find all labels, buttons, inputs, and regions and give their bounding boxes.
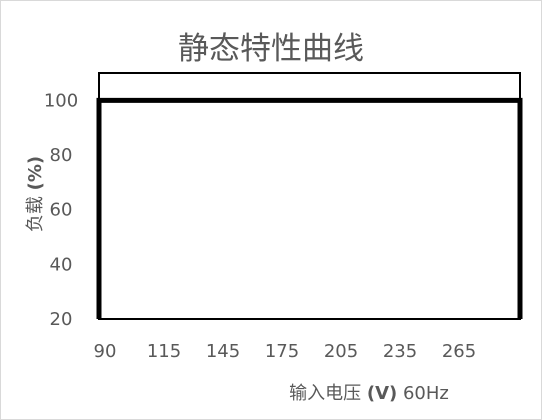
y-axis-title-prefix: 负载 <box>25 196 46 232</box>
x-tick-label-235: 235 <box>383 341 417 362</box>
x-tick-label-145: 145 <box>206 341 240 362</box>
x-tick-label-175: 175 <box>265 341 299 362</box>
x-axis-title-prefix: 输入电压 <box>289 383 361 404</box>
plot-area <box>98 72 521 320</box>
x-tick-label-205: 205 <box>324 341 358 362</box>
y-axis-title-unit: (%) <box>25 156 46 191</box>
series-layer <box>96 97 523 320</box>
y-tick-label-20: 20 <box>50 309 73 330</box>
y-tick-label-100: 100 <box>44 90 78 111</box>
x-axis-title-unit: (V) <box>367 383 397 404</box>
x-tick-labels: 90 115 145 175 205 235 265 <box>94 341 477 362</box>
x-axis-title-suffix: 60Hz <box>403 383 449 404</box>
y-tick-label-80: 80 <box>50 145 73 166</box>
y-tick-labels: 20 40 60 80 100 <box>44 90 78 330</box>
x-tick-label-90: 90 <box>94 341 117 362</box>
series-outline <box>96 97 523 319</box>
x-tick-label-115: 115 <box>147 341 181 362</box>
y-tick-label-60: 60 <box>50 200 73 221</box>
x-axis-title: 输入电压 (V) 60Hz <box>289 383 449 404</box>
x-tick-label-265: 265 <box>442 341 476 362</box>
chart-title: 静态特性曲线 <box>178 31 364 67</box>
y-axis-title: 负载 (%) <box>25 156 46 232</box>
y-tick-label-40: 40 <box>50 254 73 275</box>
